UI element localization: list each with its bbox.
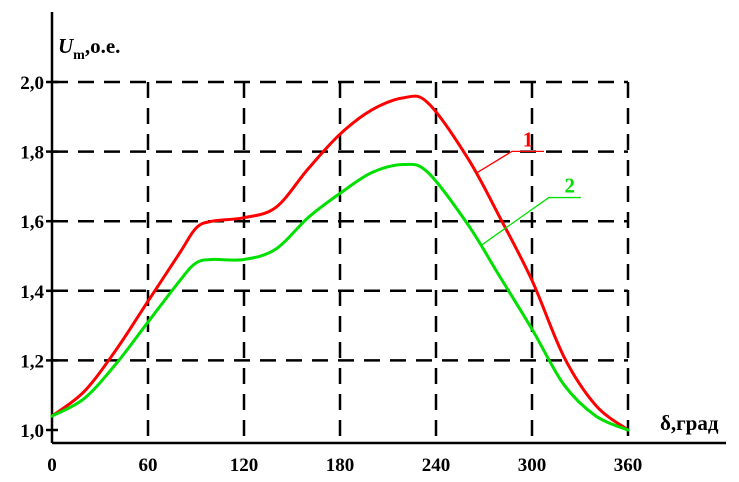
y-tick-label: 1,0: [20, 421, 44, 442]
y-axis-title-main: U: [58, 34, 75, 58]
y-tick-label: 1,2: [20, 351, 44, 372]
y-tick-label: 1,4: [20, 282, 44, 303]
y-tick-label: 1,6: [20, 212, 44, 233]
x-axis-title: δ,град: [660, 411, 719, 435]
series-curves: [50, 94, 630, 432]
series-label-2: 2: [565, 174, 576, 198]
x-tick-label: 360: [614, 455, 643, 476]
series-labels: 12: [475, 127, 581, 247]
y-axis-title: Um,о.е.: [58, 34, 120, 63]
x-tick-label: 300: [518, 455, 547, 476]
x-tick-labels: 0 60 120 180 240 300 360: [47, 455, 642, 476]
x-tick-label: 240: [422, 455, 451, 476]
x-tick-label: 60: [139, 455, 158, 476]
axes: [50, 12, 726, 445]
series-line-2: [50, 162, 630, 432]
y-axis-title-subscript: m: [73, 48, 85, 63]
y-axis-title-unit: ,о.е.: [85, 34, 121, 58]
series-line-1: [50, 94, 630, 432]
x-tick-label: 180: [326, 455, 355, 476]
series-leader-1: [475, 150, 544, 174]
y-tick-label: 1,8: [20, 143, 44, 164]
series-leader-2: [480, 196, 581, 247]
y-tick-labels: 1,0 1,2 1,4 1,6 1,8 2,0: [20, 73, 58, 442]
x-tick-label: 0: [47, 455, 57, 476]
series-label-1: 1: [523, 127, 534, 151]
y-tick-label: 2,0: [20, 73, 44, 94]
x-tick-label: 120: [230, 455, 259, 476]
